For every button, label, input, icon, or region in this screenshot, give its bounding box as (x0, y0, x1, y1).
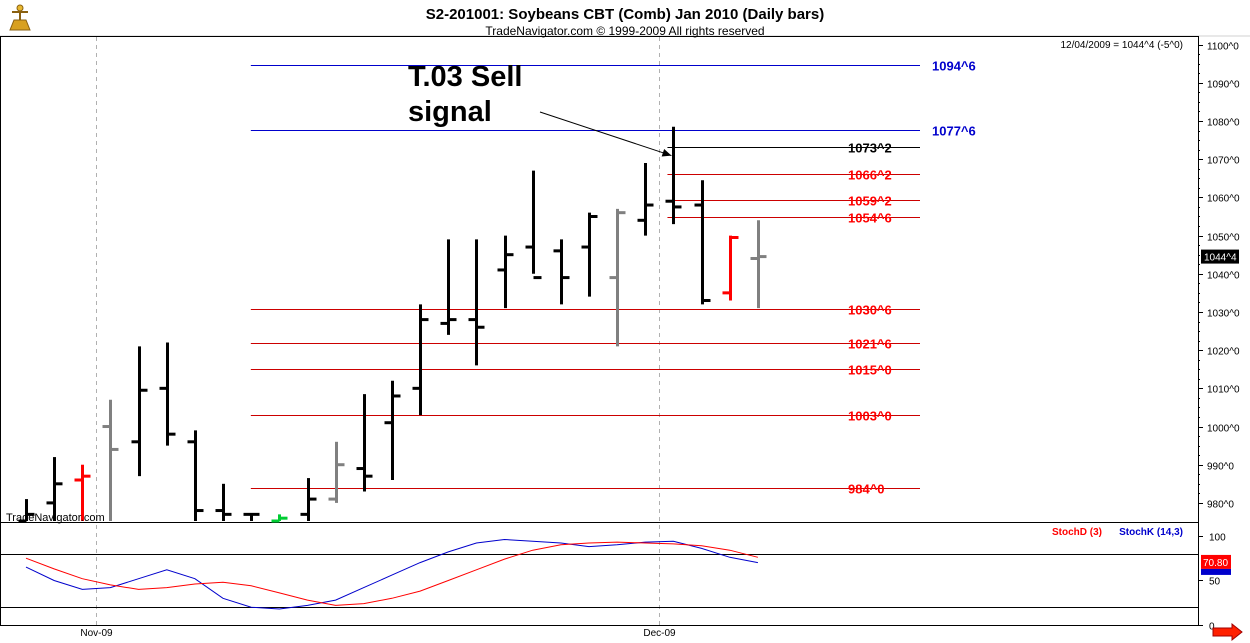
ohlc-bar (74, 464, 91, 521)
stoch-y-tick-label: 50 (1209, 577, 1221, 588)
ohlc-bar (750, 220, 767, 309)
stoch-y-tick-label: 100 (1209, 533, 1226, 544)
ohlc-bar (271, 514, 288, 523)
ohlc-bar (694, 180, 711, 305)
x-tick-label: Dec-09 (643, 628, 676, 639)
legend-stochd: StochD (3) (1052, 527, 1102, 538)
ohlc-bar (18, 499, 35, 523)
x-axis: Nov-09 Dec-09 (80, 628, 676, 639)
y-tick-label: 1070^0 (1207, 156, 1240, 167)
level-label: 1059^2 (848, 194, 892, 209)
y-tick-label: 1000^0 (1207, 424, 1240, 435)
y-tick-label: 1010^0 (1207, 385, 1240, 396)
ohlc-bar (46, 457, 63, 521)
stochd-line (25, 541, 759, 606)
y-tick-label: 1030^0 (1207, 309, 1240, 320)
bars-layer (18, 126, 767, 523)
level-label: 1003^0 (848, 409, 892, 424)
price-info: 12/04/2009 = 1044^4 (-5^0) (1060, 40, 1183, 51)
y-tick-label: 1060^0 (1207, 194, 1240, 205)
annotation-arrowhead-icon (661, 148, 672, 157)
chart-title: S2-201001: Soybeans CBT (Comb) Jan 2010 … (426, 6, 824, 23)
y-tick-label: 1020^0 (1207, 347, 1240, 358)
grid-layer (96, 37, 660, 625)
ohlc-bar (553, 239, 570, 305)
annotation-line-2: signal (408, 96, 492, 128)
last-price-label: 1044^4 (1204, 253, 1237, 264)
ohlc-bar (384, 380, 401, 480)
y-tick-label: 1050^0 (1207, 233, 1240, 244)
stoch-last-sub-marker (1201, 568, 1231, 575)
ohlc-bar (722, 235, 739, 301)
scroll-right-arrow-icon[interactable] (1212, 622, 1243, 642)
ohlc-bar (581, 212, 598, 297)
level-label: 1021^6 (848, 337, 892, 352)
level-label: 1054^6 (848, 211, 892, 226)
watermark: TradeNavigator.com (6, 512, 105, 524)
level-label: 1073^2 (848, 141, 892, 156)
y-axis: 1100^0 1090^0 1080^0 1070^0 1060^0 1050^0 1040… (1198, 42, 1240, 511)
ohlc-bar (300, 478, 317, 521)
level-label: 1066^2 (848, 168, 892, 183)
ohlc-bar (328, 441, 345, 503)
stoch-y-tick-label: 0 (1209, 622, 1215, 633)
ohlc-bar (637, 163, 654, 236)
stochastic-layer: 100 50 0 70.80 (1, 533, 1231, 633)
legend-stochk: StochK (14,3) (1119, 527, 1183, 538)
level-label: 1030^6 (848, 303, 892, 318)
ohlc-bar (102, 399, 119, 521)
last-price-marker (1201, 249, 1239, 264)
stochastic-panel-frame (0, 522, 1199, 626)
annotation-line-1: T.03 Sell (408, 61, 522, 93)
y-tick-label: 1100^0 (1207, 42, 1239, 53)
x-tick-label: Nov-09 (80, 628, 113, 639)
level-label: 984^0 (848, 482, 885, 497)
y-tick-label: 1080^0 (1207, 118, 1240, 129)
annotation-arrow (539, 111, 672, 157)
ohlc-bar (356, 394, 373, 492)
ohlc-bar (243, 512, 260, 521)
y-tick-label: 990^0 (1207, 462, 1234, 473)
ohlc-bar (525, 170, 542, 280)
ohlc-bar (412, 304, 429, 416)
ohlc-bar (440, 239, 457, 335)
ohlc-bar (131, 346, 148, 477)
y-tick-label: 1040^0 (1207, 271, 1240, 282)
ohlc-bar (497, 235, 514, 309)
chart-subtitle: TradeNavigator.com © 1999-2009 All right… (485, 24, 764, 38)
level-label: 1077^6 (932, 124, 976, 139)
ohlc-bar (468, 239, 485, 366)
stoch-last-marker (1201, 554, 1231, 569)
levels-layer: 1094^6 1077^6 1073^2 1066^2 1059^2 1054^6 1030… (250, 59, 976, 497)
sextant-logo-icon (6, 3, 34, 33)
sell-signal-annotation: T.03 Sell signal (408, 61, 672, 157)
y-tick-label: 1090^0 (1207, 80, 1240, 91)
ohlc-bar (665, 126, 682, 225)
level-label: 1094^6 (932, 59, 976, 74)
ohlc-bar (609, 208, 626, 347)
ohlc-bar (187, 430, 204, 521)
y-tick-label: 980^0 (1207, 500, 1234, 511)
level-label: 1015^0 (848, 363, 892, 378)
stoch-last-label: 70.80 (1203, 558, 1228, 569)
ohlc-bar (159, 342, 176, 446)
ohlc-bar (215, 483, 232, 521)
